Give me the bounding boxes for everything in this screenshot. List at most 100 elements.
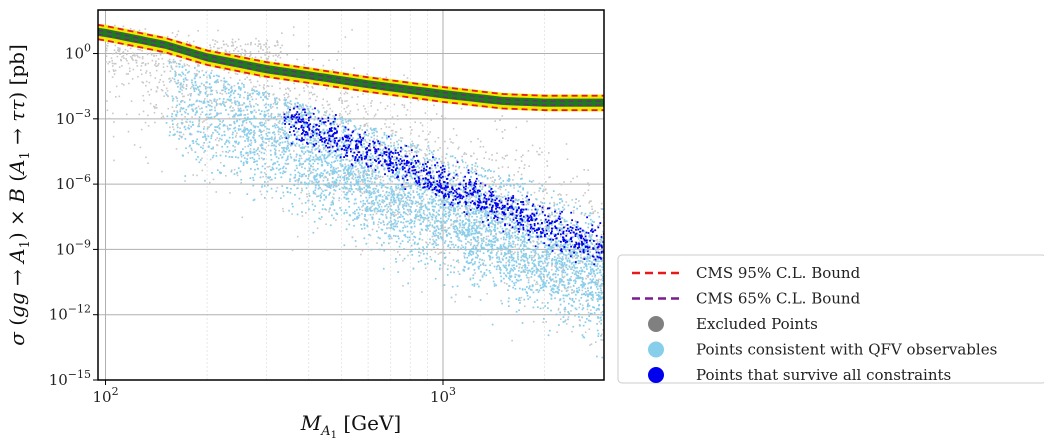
scatter-point (397, 206, 400, 209)
scatter-point (471, 230, 474, 232)
scatter-point (546, 165, 549, 167)
scatter-point (298, 175, 301, 177)
scatter-point (132, 52, 134, 55)
scatter-point (483, 271, 486, 274)
scatter-point (343, 183, 345, 186)
scatter-point (517, 279, 519, 282)
scatter-point (346, 113, 349, 116)
scatter-point (325, 172, 328, 174)
scatter-point (572, 224, 574, 226)
scatter-point (592, 253, 594, 256)
scatter-point (571, 297, 574, 300)
scatter-point (531, 271, 534, 273)
scatter-point (303, 173, 306, 175)
scatter-point (117, 47, 119, 49)
scatter-point (433, 226, 435, 229)
scatter-point (306, 195, 308, 198)
scatter-point (531, 273, 533, 275)
scatter-point (318, 212, 321, 214)
scatter-point (600, 293, 603, 295)
scatter-point (443, 222, 446, 224)
scatter-point (543, 197, 545, 200)
scatter-point (462, 191, 465, 194)
scatter-point (444, 240, 447, 242)
scatter-point (551, 265, 553, 267)
scatter-point (437, 204, 440, 206)
scatter-point (325, 110, 328, 112)
scatter-point (138, 113, 141, 116)
scatter-point (297, 183, 300, 186)
scatter-point (401, 149, 403, 151)
scatter-point (414, 217, 417, 220)
scatter-point (363, 190, 366, 193)
scatter-point (425, 207, 428, 210)
scatter-point (243, 86, 245, 88)
scatter-point (267, 109, 270, 111)
scatter-point (591, 275, 594, 277)
scatter-point (111, 76, 114, 78)
scatter-point (526, 192, 529, 195)
scatter-point (540, 270, 542, 273)
scatter-point (542, 321, 544, 323)
scatter-point (377, 194, 380, 197)
scatter-point (160, 88, 163, 91)
scatter-point (235, 112, 237, 115)
scatter-point (490, 170, 492, 172)
scatter-point (395, 201, 397, 204)
scatter-point (581, 280, 583, 283)
scatter-point (314, 137, 317, 140)
scatter-point (174, 73, 177, 75)
scatter-point (405, 153, 407, 155)
scatter-point (479, 227, 481, 230)
scatter-point (471, 187, 473, 190)
scatter-point (155, 90, 158, 92)
scatter-point (345, 140, 347, 143)
scatter-point (493, 170, 495, 173)
scatter-point (559, 278, 562, 280)
scatter-point (428, 173, 431, 176)
scatter-point (519, 191, 522, 194)
scatter-point (474, 162, 477, 164)
scatter-point (172, 123, 174, 125)
scatter-point (527, 203, 530, 206)
scatter-point (496, 221, 499, 224)
scatter-point (463, 166, 465, 169)
scatter-point (151, 59, 154, 62)
scatter-point (563, 269, 566, 272)
scatter-point (296, 122, 298, 125)
scatter-point (506, 154, 508, 157)
scatter-point (224, 90, 226, 93)
scatter-point (431, 160, 433, 162)
scatter-point (533, 212, 535, 215)
scatter-point (438, 268, 441, 271)
scatter-point (506, 228, 508, 230)
scatter-point (417, 151, 420, 153)
scatter-point (364, 140, 367, 142)
scatter-point (176, 65, 178, 68)
scatter-point (462, 246, 464, 249)
scatter-point (268, 95, 270, 97)
scatter-point (464, 205, 466, 208)
scatter-point (301, 189, 303, 192)
scatter-point (406, 109, 409, 111)
scatter-point (498, 265, 500, 267)
scatter-point (276, 186, 279, 189)
scatter-point (187, 151, 189, 154)
scatter-point (303, 119, 305, 122)
scatter-point (599, 287, 602, 290)
scatter-point (181, 93, 183, 95)
scatter-point (552, 244, 555, 247)
scatter-point (501, 131, 504, 133)
scatter-point (263, 129, 265, 132)
scatter-point (572, 227, 575, 230)
scatter-point (505, 183, 508, 186)
scatter-point (383, 200, 386, 203)
scatter-point (285, 112, 288, 115)
scatter-point (192, 84, 195, 87)
scatter-point (601, 257, 603, 259)
scatter-point (593, 306, 595, 309)
scatter-point (308, 175, 310, 178)
scatter-point (475, 225, 478, 227)
scatter-point (391, 188, 393, 191)
scatter-point (586, 305, 589, 308)
